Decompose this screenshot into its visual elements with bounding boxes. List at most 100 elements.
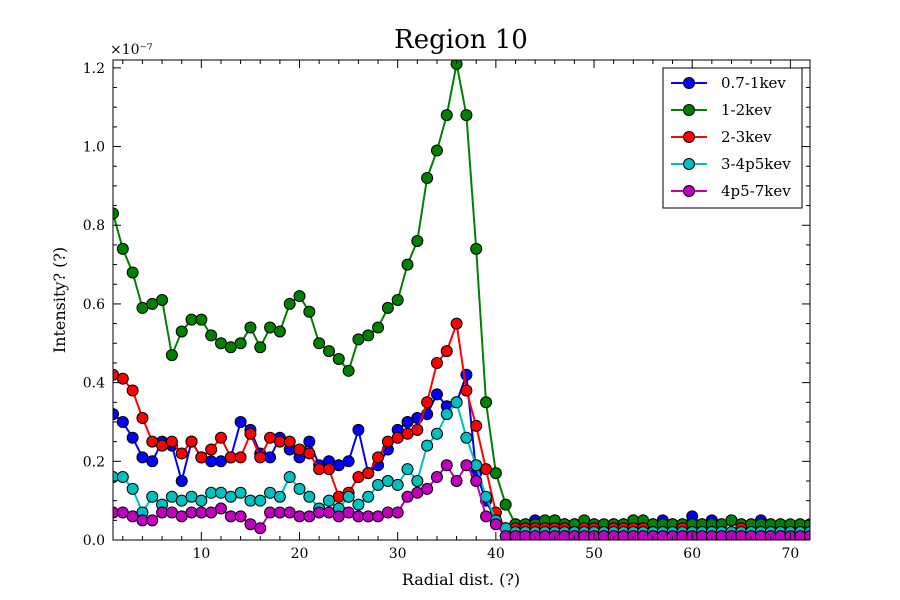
data-point: [214, 502, 227, 515]
data-point: [460, 459, 473, 472]
data-point: [322, 494, 335, 507]
data-point: [165, 349, 178, 362]
x-axis-label: Radial dist. (?): [402, 570, 520, 589]
data-point: [342, 455, 355, 468]
data-point: [391, 506, 404, 519]
data-point: [450, 396, 463, 409]
data-point: [156, 294, 169, 306]
data-point: [421, 482, 434, 495]
data-point: [480, 510, 493, 523]
y-tick-label: 0.6: [83, 297, 105, 313]
data-point: [489, 518, 502, 531]
data-point: [254, 522, 267, 535]
data-point: [214, 431, 227, 444]
legend-label: 0.7-1kev: [721, 74, 786, 92]
x-tick-label: 20: [291, 546, 309, 562]
data-point: [244, 427, 257, 440]
data-point: [303, 305, 316, 318]
data-point: [293, 482, 306, 495]
legend-marker: [683, 77, 695, 89]
legend-label: 1-2kev: [721, 101, 772, 119]
data-point: [450, 474, 463, 487]
data-point: [322, 345, 335, 358]
data-point: [303, 435, 316, 448]
data-point: [372, 451, 385, 464]
y-tick-label: 0.8: [83, 218, 105, 234]
data-point: [254, 494, 267, 507]
data-point: [332, 353, 345, 366]
legend-label: 4p5-7kev: [721, 182, 791, 200]
legend-item: 3-4p5kev: [671, 155, 791, 173]
data-point: [440, 408, 453, 421]
legend-marker: [683, 158, 695, 170]
data-point: [352, 498, 365, 511]
legend-item: 2-3kev: [671, 128, 772, 146]
data-point: [430, 144, 443, 157]
data-point: [303, 447, 316, 460]
data-point: [165, 435, 178, 448]
y-tick-label: 1.0: [83, 140, 105, 156]
data-point: [430, 427, 443, 440]
x-tick-label: 70: [781, 546, 799, 562]
data-point: [283, 471, 296, 484]
data-point: [254, 451, 267, 464]
data-point: [175, 474, 188, 487]
data-point: [113, 408, 119, 421]
plot-area: [113, 60, 810, 540]
data-point: [234, 337, 247, 350]
y-tick-label: 0.0: [83, 533, 105, 549]
legend-marker: [683, 131, 695, 143]
data-point: [440, 345, 453, 358]
data-point: [411, 474, 424, 487]
data-point: [175, 325, 188, 338]
data-point: [293, 290, 306, 303]
data-point: [234, 486, 247, 499]
legend-item: 0.7-1kev: [671, 74, 786, 92]
data-point: [470, 419, 483, 432]
data-point: [421, 439, 434, 452]
data-point: [352, 423, 365, 436]
data-point: [126, 384, 139, 397]
data-point: [411, 423, 424, 436]
data-point: [126, 431, 139, 444]
data-point: [470, 474, 483, 487]
data-point: [430, 471, 443, 484]
data-point: [460, 109, 473, 122]
data-point: [362, 490, 375, 503]
data-point: [185, 435, 198, 448]
axes: 10 20 30 40 50 60 70 0.0 0.2 0.4 0.6 0.8 1.0 1.2: [83, 59, 811, 562]
data-point: [283, 435, 296, 448]
data-point: [411, 234, 424, 247]
data-point: [205, 329, 218, 342]
data-point: [244, 321, 257, 334]
data-point: [175, 447, 188, 460]
data-point: [195, 494, 208, 507]
data-point: [195, 313, 208, 326]
data-point: [381, 301, 394, 314]
data-point: [391, 294, 404, 306]
y-tick-label: 1.2: [83, 61, 105, 77]
legend-label: 3-4p5kev: [721, 155, 791, 173]
y-axis-label: Intensity? (?): [50, 247, 69, 353]
x-tick-label: 10: [192, 546, 210, 562]
data-point: [499, 498, 512, 511]
plot-frame: [112, 59, 811, 541]
data-point: [283, 297, 296, 310]
y-multiplier-label: ×10⁻⁷: [110, 42, 153, 58]
series-line: [113, 323, 810, 534]
y-tick-label: 0.4: [83, 376, 105, 392]
data-point: [362, 467, 375, 480]
data-point: [126, 482, 139, 495]
data-point: [440, 109, 453, 122]
data-point: [460, 384, 473, 397]
data-point: [234, 415, 247, 428]
legend-item: 4p5-7kev: [671, 182, 791, 200]
data-point: [116, 242, 129, 255]
data-point: [362, 329, 375, 342]
series-4p5-7kev: [113, 459, 810, 540]
data-point: [322, 463, 335, 476]
data-point: [116, 415, 129, 428]
data-point: [372, 321, 385, 334]
data-point: [273, 325, 286, 338]
